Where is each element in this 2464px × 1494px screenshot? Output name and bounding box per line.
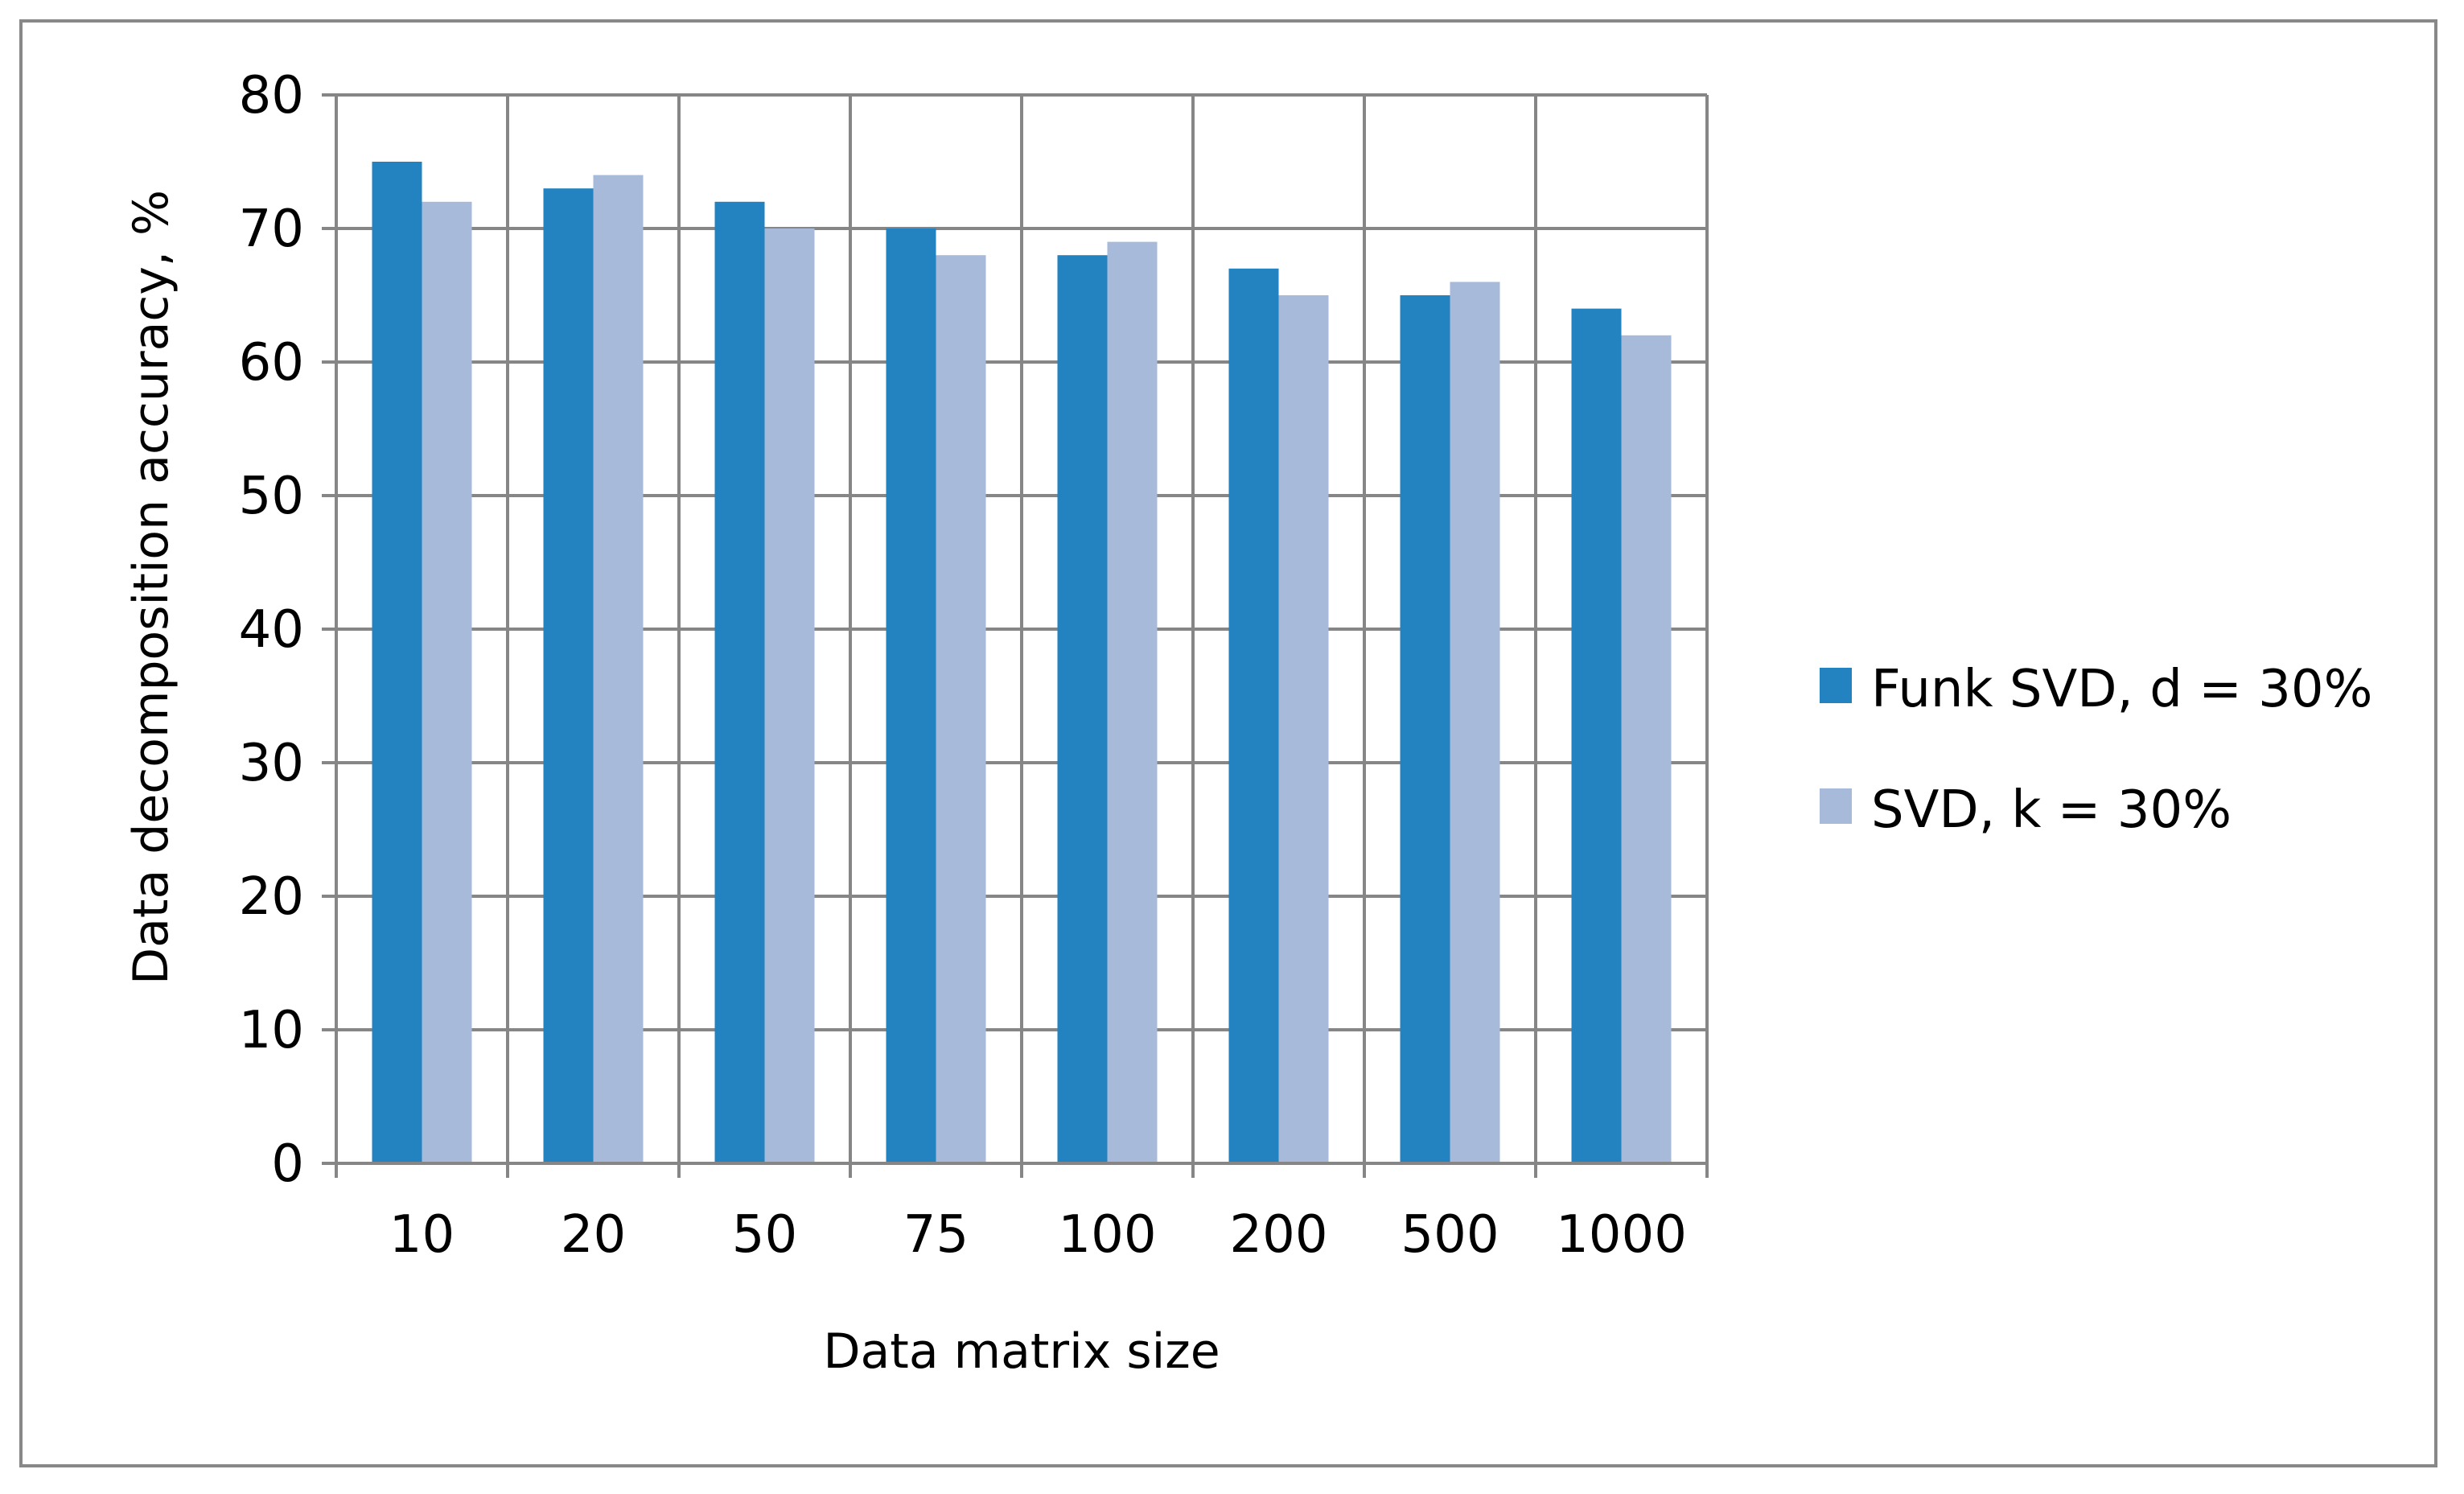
x-tick-label: 20 xyxy=(561,1205,626,1265)
y-tick-label: 20 xyxy=(239,867,304,927)
legend-label-funk-svd: Funk SVD, d = 30% xyxy=(1871,660,2372,719)
bar-funk-svd-10 xyxy=(372,162,422,1163)
bar-svd-10 xyxy=(422,201,472,1163)
y-axis-title: Data decomposition accuracy, % xyxy=(123,190,179,985)
legend-swatch-funk-svd xyxy=(1820,668,1852,703)
x-tick-label: 10 xyxy=(389,1205,455,1265)
bar-funk-svd-75 xyxy=(886,228,936,1163)
legend-swatch-svd xyxy=(1820,788,1852,824)
bar-svd-200 xyxy=(1278,295,1329,1163)
bar-svd-50 xyxy=(764,228,815,1163)
bar-funk-svd-500 xyxy=(1400,295,1450,1163)
y-tick-label: 40 xyxy=(239,600,304,660)
bar-funk-svd-50 xyxy=(714,201,765,1163)
y-tick-label: 80 xyxy=(239,66,304,126)
y-tick-label: 30 xyxy=(239,734,304,793)
x-tick-label: 200 xyxy=(1229,1205,1327,1265)
bar-funk-svd-100 xyxy=(1057,255,1108,1164)
gridlines xyxy=(335,93,1709,1163)
bar-svd-20 xyxy=(593,175,644,1164)
x-tick-label: 500 xyxy=(1401,1205,1499,1265)
bar-svd-1000 xyxy=(1621,335,1672,1163)
bar-svd-500 xyxy=(1450,282,1500,1163)
bar-funk-svd-200 xyxy=(1228,268,1279,1163)
bar-svd-75 xyxy=(936,255,986,1164)
x-axis-title: Data matrix size xyxy=(823,1323,1220,1380)
x-tick-label: 50 xyxy=(732,1205,797,1265)
y-tick-label: 70 xyxy=(239,200,304,259)
x-tick-label: 100 xyxy=(1058,1205,1156,1265)
x-tick-label: 75 xyxy=(903,1205,969,1265)
legend-label-svd: SVD, k = 30% xyxy=(1871,780,2232,840)
legend: Funk SVD, d = 30% SVD, k = 30% xyxy=(1820,660,2372,840)
y-tick-labels: 0 10 20 30 40 50 60 70 80 xyxy=(239,66,304,1194)
axes xyxy=(322,93,1709,1178)
bar-funk-svd-1000 xyxy=(1571,308,1622,1164)
y-tick-label: 60 xyxy=(239,333,304,393)
x-tick-labels: 10 20 50 75 100 200 500 1000 xyxy=(389,1205,1687,1265)
y-tick-label: 50 xyxy=(239,467,304,526)
x-tick-label: 1000 xyxy=(1556,1205,1687,1265)
y-tick-label: 10 xyxy=(239,1001,304,1060)
y-tick-label: 0 xyxy=(271,1134,304,1194)
bar-funk-svd-20 xyxy=(543,188,594,1164)
bars xyxy=(372,162,1672,1164)
bar-svd-100 xyxy=(1107,241,1158,1164)
